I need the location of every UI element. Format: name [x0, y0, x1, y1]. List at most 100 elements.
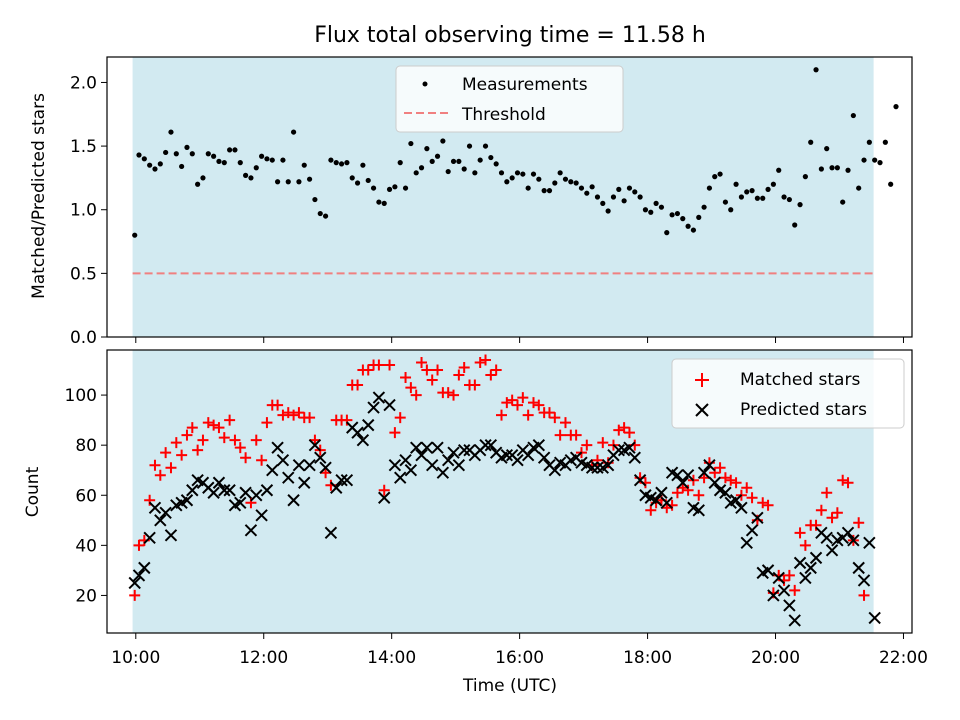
predicted-star-point: [676, 476, 689, 489]
matched-star-point: [154, 469, 166, 481]
predicted-star-point: [441, 453, 455, 467]
measurement-point: [733, 181, 739, 187]
predicted-star-point: [729, 494, 743, 507]
matched-star-point: [202, 417, 214, 429]
predicted-star-point: [793, 556, 807, 570]
predicted-star-point: [447, 446, 460, 459]
predicted-star-point: [521, 448, 535, 462]
predicted-star-point: [132, 569, 146, 582]
measurement-point: [168, 129, 174, 135]
matched-star-point: [506, 394, 518, 406]
measurement-point: [562, 176, 569, 182]
predicted-star-point: [457, 443, 471, 457]
measurement-point: [541, 188, 547, 194]
measurement-point: [312, 196, 318, 203]
predicted-star-point: [303, 458, 316, 472]
measurement-point: [546, 188, 553, 194]
matched-star-point: [453, 369, 465, 381]
measurement-point: [893, 104, 899, 110]
matched-star-point: [597, 437, 609, 449]
x-tick-label: 14:00: [367, 648, 416, 668]
measurement-point: [813, 67, 819, 73]
measurement-point: [418, 165, 425, 171]
matched-star-point: [224, 414, 236, 426]
measurement-point: [722, 199, 729, 205]
predicted-star-point: [239, 486, 252, 499]
measurement-point: [253, 165, 259, 171]
predicted-star-point: [298, 476, 311, 489]
measurement-point: [397, 160, 403, 166]
predicted-star-point: [804, 561, 817, 575]
measurement-point: [536, 176, 542, 182]
measurement-point: [829, 165, 835, 171]
predicted-star-point: [143, 531, 156, 545]
matched-star-point: [394, 412, 406, 424]
measurement-point: [434, 153, 441, 159]
predicted-star-point: [367, 401, 380, 414]
predicted-star-point: [388, 458, 402, 472]
bottom-axes: 20 40 60 80 100 10:00 12:00 14:00 16:00 18:00 20:0…: [65, 349, 928, 668]
measurement-point: [744, 189, 750, 195]
matched-star-point: [229, 434, 241, 446]
measurement-point: [760, 195, 766, 201]
predicted-star-point: [452, 458, 466, 472]
matched-star-point: [218, 432, 230, 444]
predicted-star-point: [340, 474, 354, 487]
matched-star-point: [165, 462, 177, 474]
matched-star-point: [533, 399, 545, 411]
predicted-star-point: [591, 461, 604, 474]
matched-star-point: [570, 429, 582, 441]
matched-star-point: [741, 482, 753, 494]
chart-title: Flux total observing time = 11.58 h: [314, 23, 706, 48]
bottom-y-tick-label: 40: [75, 536, 97, 556]
measurement-point: [472, 170, 478, 176]
measurement-point: [552, 180, 558, 186]
matched-star-point: [448, 389, 460, 401]
predicted-star-point: [767, 589, 780, 602]
matched-star-point: [746, 492, 758, 504]
measurement-point: [578, 185, 585, 191]
matched-star-point: [373, 359, 385, 371]
matched-star-point: [719, 472, 731, 484]
measurement-point: [290, 129, 297, 135]
predicted-star-point: [436, 466, 450, 479]
matched-star-point: [277, 409, 289, 421]
predicted-star-point: [234, 496, 247, 509]
measurement-point: [440, 138, 446, 144]
predicted-star-point: [351, 426, 364, 439]
measurement-point: [712, 174, 718, 180]
x-tick-label: 18:00: [623, 648, 672, 668]
bottom-y-tick-label: 80: [75, 436, 97, 456]
predicted-star-point: [431, 441, 444, 454]
matched-star-point: [853, 517, 865, 529]
measurement-point: [792, 222, 798, 228]
matched-star-point: [261, 417, 273, 429]
predicted-star-point: [415, 448, 428, 462]
matched-star-point: [581, 439, 593, 451]
measurement-point: [413, 170, 419, 176]
measurement-point: [173, 151, 179, 157]
matched-star-point: [815, 504, 827, 516]
top-y-tick-label: 1.5: [70, 137, 97, 157]
matched-star-point: [186, 422, 198, 434]
matched-star-point: [293, 407, 305, 419]
measurement-point: [179, 163, 185, 170]
predicted-star-point: [857, 574, 871, 587]
predicted-legend-marker: [695, 403, 709, 417]
measurement-point: [477, 157, 483, 163]
matched-star-point: [405, 382, 417, 394]
measurement-point: [674, 210, 681, 217]
predicted-star-point: [783, 599, 796, 612]
predicted-star-point: [148, 501, 162, 514]
measurement-point: [498, 170, 505, 176]
predicted-star-point: [362, 418, 375, 432]
matched-star-point: [810, 519, 822, 531]
predicted-star-point: [250, 489, 263, 502]
matched-star-point: [490, 364, 502, 376]
predicted-star-point: [378, 491, 391, 504]
measurement-point: [840, 199, 846, 205]
predicted-star-point: [537, 451, 551, 464]
top-axes-frame: [106, 56, 913, 338]
x-tick-label: 10:00: [111, 648, 160, 668]
predicted-star-point: [820, 531, 833, 545]
